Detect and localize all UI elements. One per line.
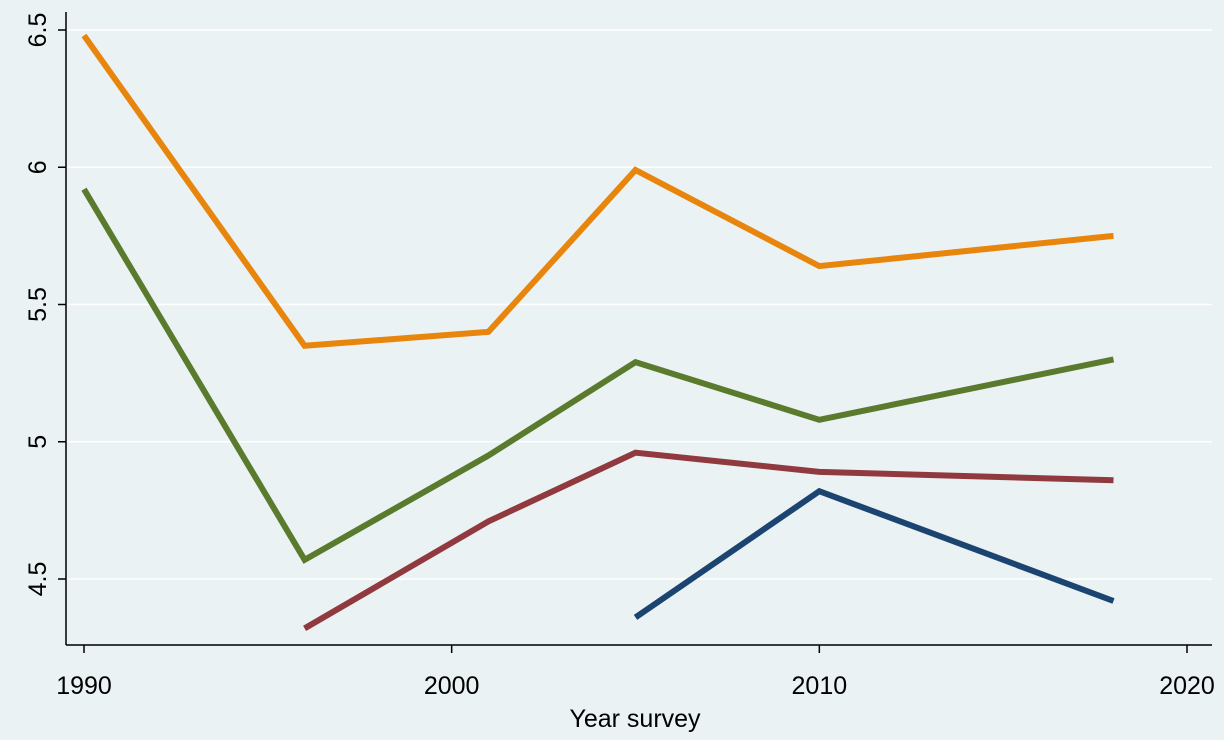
axes: 4.5 5 5.5 6 6.5 1990 2000 2010 2020 xyxy=(24,12,1215,700)
y-tick-label-4: 6.5 xyxy=(24,13,52,48)
gridlines xyxy=(66,29,1212,580)
series-line-0 xyxy=(81,33,1114,349)
x-tick-label-3: 2020 xyxy=(1159,672,1215,700)
y-tick-label-0: 4.5 xyxy=(24,562,52,597)
y-tick-label-1: 5 xyxy=(24,435,52,449)
x-axis-label: Year survey xyxy=(569,705,701,733)
series-line-1 xyxy=(81,187,1115,564)
series-line-3 xyxy=(633,487,1115,620)
series-lines xyxy=(81,33,1115,631)
y-tick-label-2: 5.5 xyxy=(24,287,52,322)
plot-area xyxy=(66,12,1212,645)
x-tick-label-2: 2010 xyxy=(792,672,848,700)
y-tick-label-3: 6 xyxy=(24,160,52,174)
x-tick-label-0: 1990 xyxy=(56,672,112,700)
x-tick-label-1: 2000 xyxy=(424,672,480,700)
series-line-2 xyxy=(303,449,1114,631)
